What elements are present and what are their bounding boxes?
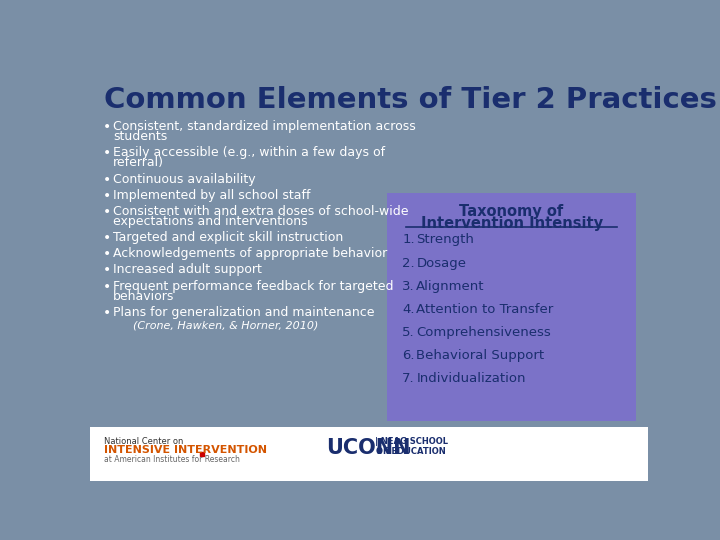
Text: Attention to Transfer: Attention to Transfer: [416, 303, 554, 316]
Text: Implemented by all school staff: Implemented by all school staff: [113, 189, 311, 202]
Text: •: •: [102, 231, 111, 245]
Text: referral): referral): [113, 157, 164, 170]
Text: 1.: 1.: [402, 233, 415, 246]
Text: •: •: [102, 189, 111, 203]
Text: National Center on: National Center on: [104, 437, 184, 445]
Text: Common Elements of Tier 2 Practices: Common Elements of Tier 2 Practices: [104, 86, 717, 114]
Text: •: •: [102, 306, 111, 320]
Text: Behavioral Support: Behavioral Support: [416, 349, 544, 362]
Text: Alignment: Alignment: [416, 280, 485, 293]
Bar: [200, 452, 204, 456]
FancyBboxPatch shape: [90, 427, 648, 481]
Text: Consistent with and extra doses of school-wide: Consistent with and extra doses of schoo…: [113, 205, 409, 218]
Text: •: •: [102, 247, 111, 261]
Text: 7.: 7.: [402, 372, 415, 385]
Text: 4.: 4.: [402, 303, 415, 316]
Text: (Crone, Hawken, & Horner, 2010): (Crone, Hawken, & Horner, 2010): [132, 320, 318, 330]
Text: expectations and interventions: expectations and interventions: [113, 215, 308, 228]
Text: OF EDUCATION: OF EDUCATION: [376, 447, 446, 456]
Text: Comprehensiveness: Comprehensiveness: [416, 326, 551, 339]
Text: behaviors: behaviors: [113, 289, 175, 302]
Text: •: •: [102, 173, 111, 187]
Text: •: •: [102, 146, 111, 160]
Text: | NEAG SCHOOL: | NEAG SCHOOL: [375, 437, 448, 447]
Text: students: students: [113, 130, 168, 143]
Text: UCONN: UCONN: [326, 438, 411, 458]
Text: Increased adult support: Increased adult support: [113, 264, 262, 276]
Text: 6.: 6.: [402, 349, 415, 362]
Text: •: •: [102, 264, 111, 278]
FancyBboxPatch shape: [387, 193, 636, 421]
Text: Continuous availability: Continuous availability: [113, 173, 256, 186]
Text: Intervention Intensity: Intervention Intensity: [420, 215, 603, 231]
Text: •: •: [102, 205, 111, 219]
Text: Taxonomy of: Taxonomy of: [459, 204, 564, 219]
Text: Targeted and explicit skill instruction: Targeted and explicit skill instruction: [113, 231, 343, 244]
Text: •: •: [102, 280, 111, 294]
Text: Consistent, standardized implementation across: Consistent, standardized implementation …: [113, 120, 416, 133]
Text: •: •: [102, 120, 111, 134]
Text: 3.: 3.: [402, 280, 415, 293]
Text: at American Institutes for Research: at American Institutes for Research: [104, 455, 240, 464]
Text: Strength: Strength: [416, 233, 474, 246]
Text: Easily accessible (e.g., within a few days of: Easily accessible (e.g., within a few da…: [113, 146, 385, 159]
Text: Frequent performance feedback for targeted: Frequent performance feedback for target…: [113, 280, 394, 293]
Text: Acknowledgements of appropriate behavior: Acknowledgements of appropriate behavior: [113, 247, 387, 260]
Text: INTENSIVE INTERVENTION: INTENSIVE INTERVENTION: [104, 445, 267, 455]
Text: Individualization: Individualization: [416, 372, 526, 385]
Text: Plans for generalization and maintenance: Plans for generalization and maintenance: [113, 306, 374, 319]
Text: 5.: 5.: [402, 326, 415, 339]
Text: 2.: 2.: [402, 256, 415, 269]
Text: Dosage: Dosage: [416, 256, 467, 269]
